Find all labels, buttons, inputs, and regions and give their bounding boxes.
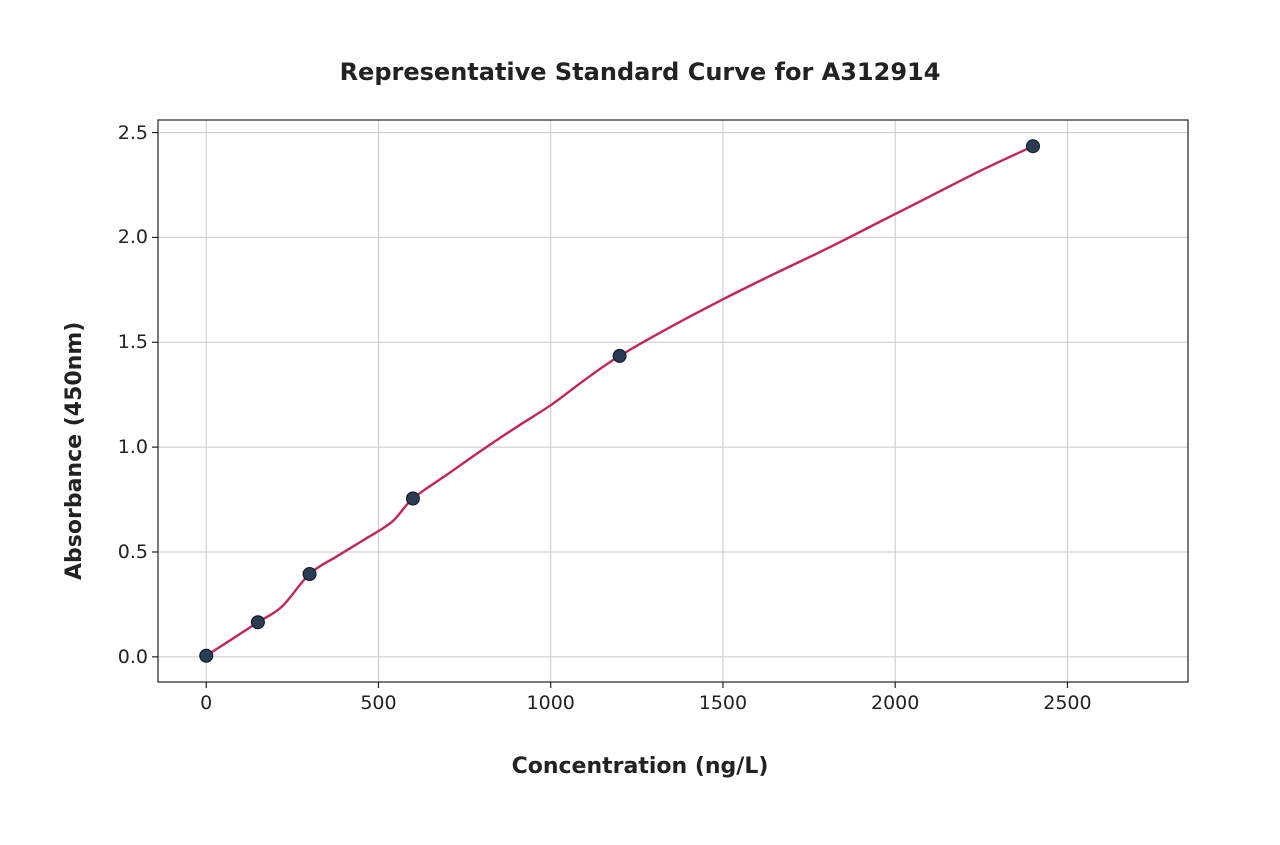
y-tick-label: 0.5	[110, 541, 148, 563]
y-tick-label: 0.0	[110, 646, 148, 668]
x-tick-label: 0	[200, 692, 212, 714]
x-tick-label: 2500	[1043, 692, 1091, 714]
y-tick-label: 2.5	[110, 122, 148, 144]
x-tick-label: 1000	[527, 692, 575, 714]
x-tick-label: 500	[360, 692, 396, 714]
y-tick-label: 1.0	[110, 436, 148, 458]
plot-area	[0, 0, 1280, 845]
y-tick-label: 1.5	[110, 331, 148, 353]
figure: Representative Standard Curve for A31291…	[0, 0, 1280, 845]
y-tick-label: 2.0	[110, 226, 148, 248]
x-tick-label: 1500	[699, 692, 747, 714]
x-tick-label: 2000	[871, 692, 919, 714]
